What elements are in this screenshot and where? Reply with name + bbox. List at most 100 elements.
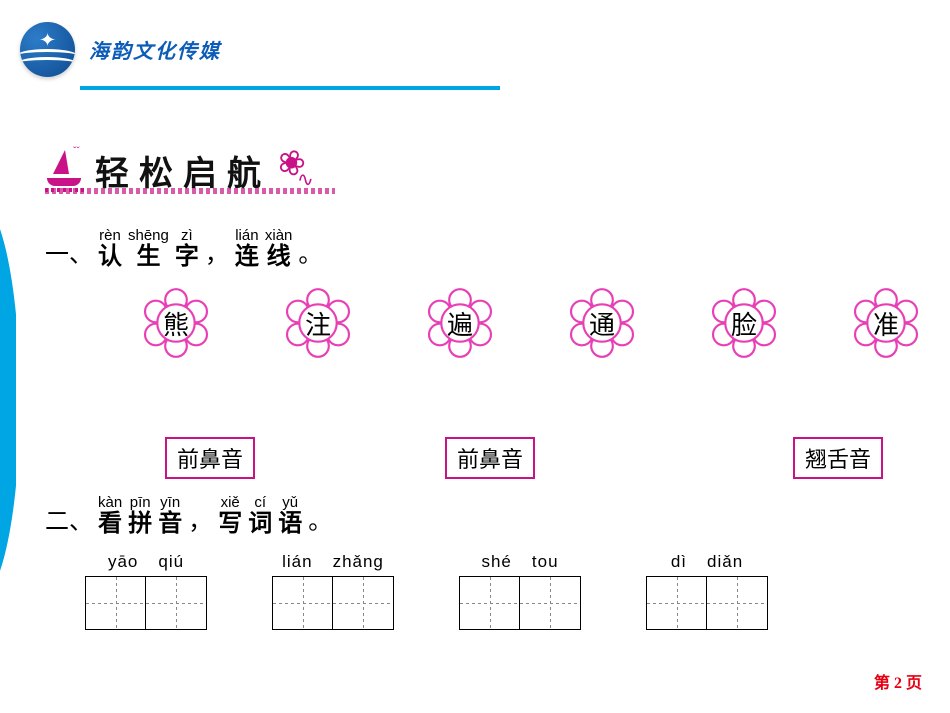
sailboat-icon: ˇˇ <box>45 148 89 192</box>
phoenix-icon <box>277 147 333 193</box>
punct: ， <box>205 234 229 269</box>
tian-grid <box>459 576 581 630</box>
char-with-pinyin: lián 连 <box>235 228 259 269</box>
brand-name: 海韵文化传媒 <box>89 35 221 64</box>
hanzi: 语 <box>278 512 302 536</box>
page-content: ˇˇ 轻松启航 一、 rèn 认 shēng 生 zì 字 ， lián 连 x… <box>45 140 925 630</box>
pinyin: xiàn <box>265 228 293 243</box>
hanzi: 连 <box>235 245 259 269</box>
pinyin-pair: shé tou <box>481 552 558 572</box>
hanzi: 看 <box>98 512 122 536</box>
hanzi: 注 <box>305 305 331 342</box>
pinyin: yīn <box>160 495 180 510</box>
pinyin: xiě <box>221 495 240 510</box>
pinyin-pair: dì diǎn <box>671 552 743 572</box>
flower-char: 熊 <box>140 287 212 359</box>
tian-cell <box>647 577 707 629</box>
waves-icon <box>20 49 75 71</box>
tian-grid-item: lián zhǎng <box>272 552 394 630</box>
section-banner: ˇˇ 轻松启航 <box>45 140 925 200</box>
flower-char: 通 <box>566 287 638 359</box>
pinyin: tou <box>532 552 559 572</box>
char-with-pinyin: rèn 认 <box>98 228 122 269</box>
pinyin: rèn <box>99 228 121 243</box>
flower-char: 脸 <box>708 287 780 359</box>
left-accent-bar <box>0 0 16 713</box>
flower-char: 遍 <box>424 287 496 359</box>
pinyin-pair: yāo qiú <box>108 552 184 572</box>
header: ✦ 海韵文化传媒 <box>0 0 950 77</box>
pinyin-pair: lián zhǎng <box>282 552 384 572</box>
char-with-pinyin: xiàn 线 <box>265 228 293 269</box>
page-number: 第 2 页 <box>874 669 922 693</box>
pinyin: cí <box>254 495 266 510</box>
pinyin: diǎn <box>707 552 743 572</box>
pinyin: qiú <box>158 552 184 572</box>
pinyin: lián <box>282 552 312 572</box>
tian-grid <box>646 576 768 630</box>
punct: 。 <box>308 501 332 536</box>
hanzi: 遍 <box>447 305 473 342</box>
hanzi: 线 <box>267 245 291 269</box>
tian-grid-item: yāo qiú <box>85 552 207 630</box>
hanzi: 字 <box>175 245 199 269</box>
hanzi: 准 <box>873 305 899 342</box>
flower-char: 注 <box>282 287 354 359</box>
punct: ， <box>188 501 212 536</box>
pinyin: shé <box>481 552 511 572</box>
pinyin: yāo <box>108 552 138 572</box>
pinyin: shēng <box>128 228 169 243</box>
hanzi: 音 <box>158 512 182 536</box>
tian-grid-item: shé tou <box>459 552 581 630</box>
category-box: 前鼻音 <box>165 437 255 479</box>
hanzi: 认 <box>98 245 122 269</box>
tian-cell <box>273 577 333 629</box>
tian-grid-row: yāo qiú lián zhǎng shé tou dì diǎn <box>85 552 925 630</box>
category-box: 前鼻音 <box>445 437 535 479</box>
hanzi: 生 <box>136 245 160 269</box>
char-with-pinyin: shēng 生 <box>128 228 169 269</box>
flower-row: 熊 注 遍 通 <box>140 287 925 359</box>
task1-heading: 一、 rèn 认 shēng 生 zì 字 ， lián 连 xiàn 线 。 <box>45 228 925 269</box>
tian-cell <box>333 577 393 629</box>
hanzi: 脸 <box>731 305 757 342</box>
hanzi: 拼 <box>128 512 152 536</box>
char-with-pinyin: xiě 写 <box>218 495 242 536</box>
brand-logo: ✦ <box>20 22 75 77</box>
tian-cell <box>86 577 146 629</box>
pinyin: dì <box>671 552 687 572</box>
tian-grid <box>85 576 207 630</box>
pinyin: zhǎng <box>333 552 384 572</box>
pinyin: pīn <box>130 495 151 510</box>
hanzi: 词 <box>248 512 272 536</box>
flower-char: 准 <box>850 287 922 359</box>
seagull-icon: ✦ <box>38 30 56 51</box>
tian-cell <box>460 577 520 629</box>
pinyin: lián <box>235 228 258 243</box>
tian-cell <box>707 577 767 629</box>
pinyin: kàn <box>98 495 122 510</box>
char-with-pinyin: cí 词 <box>248 495 272 536</box>
category-box: 翘舌音 <box>793 437 883 479</box>
char-with-pinyin: pīn 拼 <box>128 495 152 536</box>
tian-grid-item: dì diǎn <box>646 552 768 630</box>
banner-underline <box>45 188 335 194</box>
hanzi: 写 <box>218 512 242 536</box>
pinyin: yǔ <box>282 495 298 510</box>
char-with-pinyin: yīn 音 <box>158 495 182 536</box>
char-with-pinyin: yǔ 语 <box>278 495 302 536</box>
task-number: 二、 <box>45 501 93 536</box>
header-divider <box>80 86 500 90</box>
punct: 。 <box>298 234 322 269</box>
char-with-pinyin: kàn 看 <box>98 495 122 536</box>
category-row: 前鼻音 前鼻音 翘舌音 <box>45 437 925 477</box>
tian-grid <box>272 576 394 630</box>
hanzi: 熊 <box>163 305 189 342</box>
tian-cell <box>146 577 206 629</box>
char-with-pinyin: zì 字 <box>175 228 199 269</box>
task-number: 一、 <box>45 234 93 269</box>
pinyin: zì <box>181 228 193 243</box>
hanzi: 通 <box>589 305 615 342</box>
tian-cell <box>520 577 580 629</box>
task2-heading: 二、 kàn 看 pīn 拼 yīn 音 ， xiě 写 cí 词 yǔ 语 。 <box>45 495 925 536</box>
